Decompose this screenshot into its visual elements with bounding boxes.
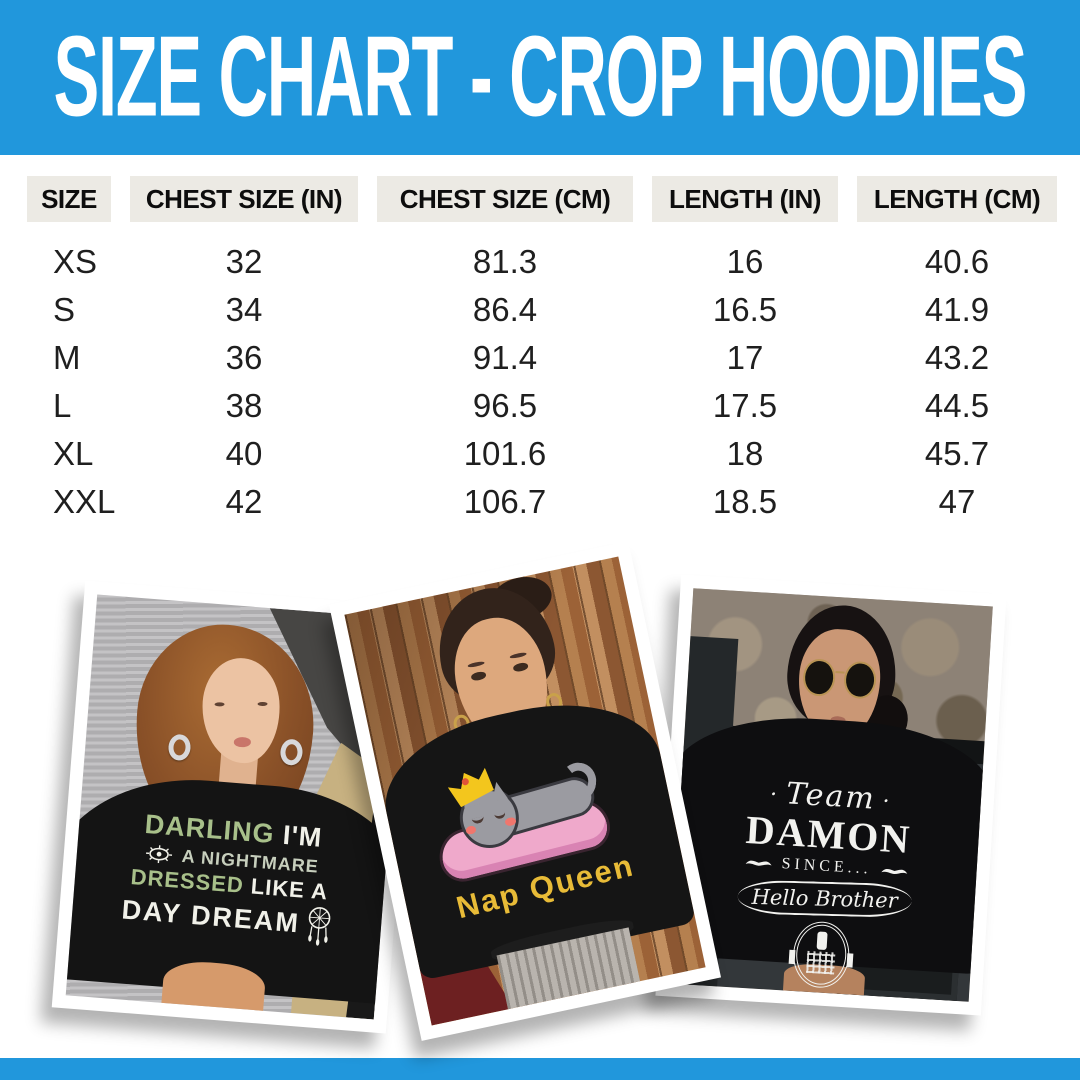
eye [257, 702, 268, 707]
table-row: S 34 86.4 16.5 41.9 [27, 286, 1059, 334]
crest-lattice [806, 951, 836, 975]
cell-length-cm: 44.5 [924, 387, 990, 424]
col-header-size: SIZE [27, 176, 111, 222]
print-line-2: A NIGHTMARE [89, 838, 374, 883]
evil-eye-icon [145, 845, 172, 864]
crest-side-tab [846, 953, 854, 968]
print-line-4: DAY DREAM [83, 887, 370, 949]
cell-size: XS [53, 243, 98, 280]
cell-size: XL [53, 435, 94, 472]
cell-size: L [53, 387, 72, 424]
col-header-length-cm: LENGTH (CM) [857, 176, 1057, 222]
cell-chest-in: 36 [225, 339, 263, 376]
table-header-row: SIZE CHEST SIZE (IN) CHEST SIZE (CM) LEN… [27, 176, 1059, 222]
eyebrow [467, 660, 485, 668]
cell-length-cm: 40.6 [924, 243, 990, 280]
page-title: SIZE CHART - CROP HOODIES [53, 13, 1028, 141]
print-hello-brother-ribbon: Hello Brother [737, 879, 913, 919]
cat-cheek [504, 816, 517, 827]
cell-length-in: 16.5 [712, 291, 778, 328]
sunglasses-bridge [834, 670, 845, 679]
cell-chest-cm: 81.3 [472, 243, 538, 280]
photo-darling-daydream-hoodie: DARLING I'M [51, 580, 420, 1034]
cell-length-in: 17 [726, 339, 764, 376]
banner: SIZE CHART - CROP HOODIES [0, 0, 1080, 155]
photo-scene: Nap Queen [344, 556, 706, 1026]
cell-length-cm: 41.9 [924, 291, 990, 328]
cell-length-in: 18 [726, 435, 764, 472]
bird-flourish-icon [745, 860, 772, 866]
table-body: XS 32 81.3 16 40.6 S 34 86.4 16.5 41.9 M… [27, 238, 1059, 526]
crest-side-tab [788, 949, 796, 965]
eye [215, 702, 226, 707]
table-row: L 38 96.5 17.5 44.5 [27, 382, 1059, 430]
sunglasses-lens [804, 660, 835, 696]
cell-chest-in: 38 [225, 387, 263, 424]
cell-size: XXL [53, 483, 116, 520]
lips [234, 737, 252, 748]
size-table: SIZE CHEST SIZE (IN) CHEST SIZE (CM) LEN… [27, 176, 1059, 526]
cell-chest-cm: 96.5 [472, 387, 538, 424]
cell-length-cm: 45.7 [924, 435, 990, 472]
col-header-chest-cm: CHEST SIZE (CM) [377, 176, 633, 222]
eyebrow [509, 651, 527, 659]
cell-chest-in: 34 [225, 291, 263, 328]
cell-chest-cm: 91.4 [472, 339, 538, 376]
cell-size: S [53, 291, 76, 328]
eye [512, 661, 529, 673]
cat-closed-eye [471, 815, 485, 825]
photo-team-damon-hoodie: Team DAMON SINCE... Hello Brother [655, 574, 1007, 1016]
cell-chest-cm: 86.4 [472, 291, 538, 328]
photo-scene: DARLING I'M [65, 594, 406, 1020]
crest-key [816, 931, 828, 951]
table-row: M 36 91.4 17 43.2 [27, 334, 1059, 382]
table-row: XXL 42 106.7 18.5 47 [27, 478, 1059, 526]
print-since: SINCE... [700, 850, 953, 883]
hoodie-print-darling: DARLING I'M [83, 804, 376, 950]
cell-length-in: 17.5 [712, 387, 778, 424]
cell-chest-cm: 101.6 [463, 435, 547, 472]
cell-chest-in: 42 [225, 483, 263, 520]
cell-chest-cm: 106.7 [463, 483, 547, 520]
sunglasses-lens [845, 662, 875, 698]
col-header-chest-in: CHEST SIZE (IN) [130, 176, 358, 222]
cell-length-in: 18.5 [712, 483, 778, 520]
cell-chest-in: 32 [225, 243, 263, 280]
cell-length-cm: 43.2 [924, 339, 990, 376]
hoodie-print-team-damon: Team DAMON SINCE... Hello Brother [693, 771, 957, 995]
table-row: XL 40 101.6 18 45.7 [27, 430, 1059, 478]
cat-closed-eye [493, 811, 507, 821]
cell-length-in: 16 [726, 243, 764, 280]
daylight-ring-crest-icon [788, 920, 854, 990]
cell-chest-in: 40 [225, 435, 263, 472]
cell-length-cm: 47 [938, 483, 976, 520]
print-word-likea: LIKE A [249, 873, 329, 905]
bird-flourish-icon [881, 869, 908, 875]
table-row: XS 32 81.3 16 40.6 [27, 238, 1059, 286]
dreamcatcher-icon [308, 906, 331, 946]
photo-scene: Team DAMON SINCE... Hello Brother [669, 588, 993, 1002]
eye [470, 670, 487, 682]
print-word-im: I'M [281, 819, 324, 853]
cat-cheek [465, 825, 478, 835]
cell-size: M [53, 339, 81, 376]
bottom-accent-bar [0, 1058, 1080, 1080]
col-header-length-in: LENGTH (IN) [652, 176, 838, 222]
